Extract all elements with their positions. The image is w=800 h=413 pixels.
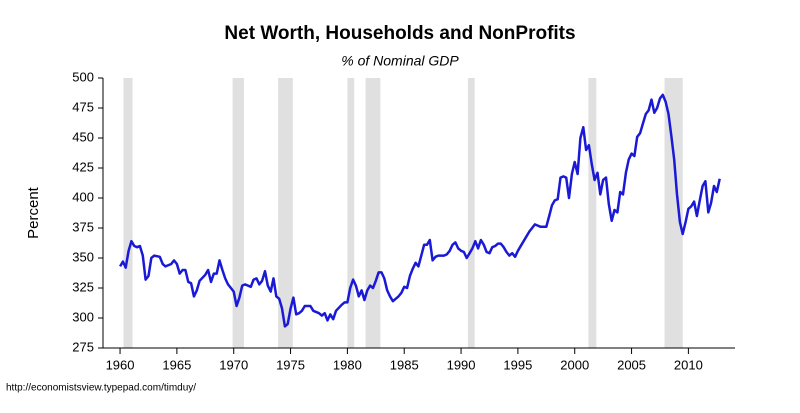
y-tick-label: 275 [72, 339, 94, 354]
x-tick-label: 1965 [162, 357, 191, 372]
x-tick-label: 2005 [617, 357, 646, 372]
x-tick-label: 1995 [503, 357, 532, 372]
y-tick-label: 450 [72, 129, 94, 144]
x-tick-label: 1970 [219, 357, 248, 372]
x-tick-label: 2000 [560, 357, 589, 372]
chart-title: Net Worth, Households and NonProfits [224, 23, 575, 44]
recession-band [347, 78, 355, 348]
x-tick-label: 1975 [276, 357, 305, 372]
y-tick-label: 300 [72, 309, 94, 324]
source-note: http://economistsview.typepad.com/timduy… [6, 383, 196, 394]
recession-band [232, 78, 244, 348]
chart-subtitle: % of Nominal GDP [341, 53, 459, 69]
recession-band [278, 78, 293, 348]
y-tick-label: 325 [72, 279, 94, 294]
data-line [119, 93, 721, 328]
recession-band [123, 78, 133, 348]
x-tick-label: 1960 [106, 357, 135, 372]
recession-band [664, 78, 683, 348]
y-tick-label: 375 [72, 219, 94, 234]
y-tick-label: 400 [72, 189, 94, 204]
y-axis-label: Percent [25, 186, 42, 239]
y-tick-label: 425 [72, 159, 94, 174]
y-tick-label: 475 [72, 99, 94, 114]
recession-band [467, 78, 475, 348]
recession-band [365, 78, 381, 348]
recession-band [588, 78, 597, 348]
x-tick-label: 2010 [674, 357, 703, 372]
y-tick-label: 500 [72, 69, 94, 84]
x-tick-label: 1980 [333, 357, 362, 372]
x-tick-label: 1985 [390, 357, 419, 372]
y-tick-label: 350 [72, 249, 94, 264]
x-tick-label: 1990 [447, 357, 476, 372]
